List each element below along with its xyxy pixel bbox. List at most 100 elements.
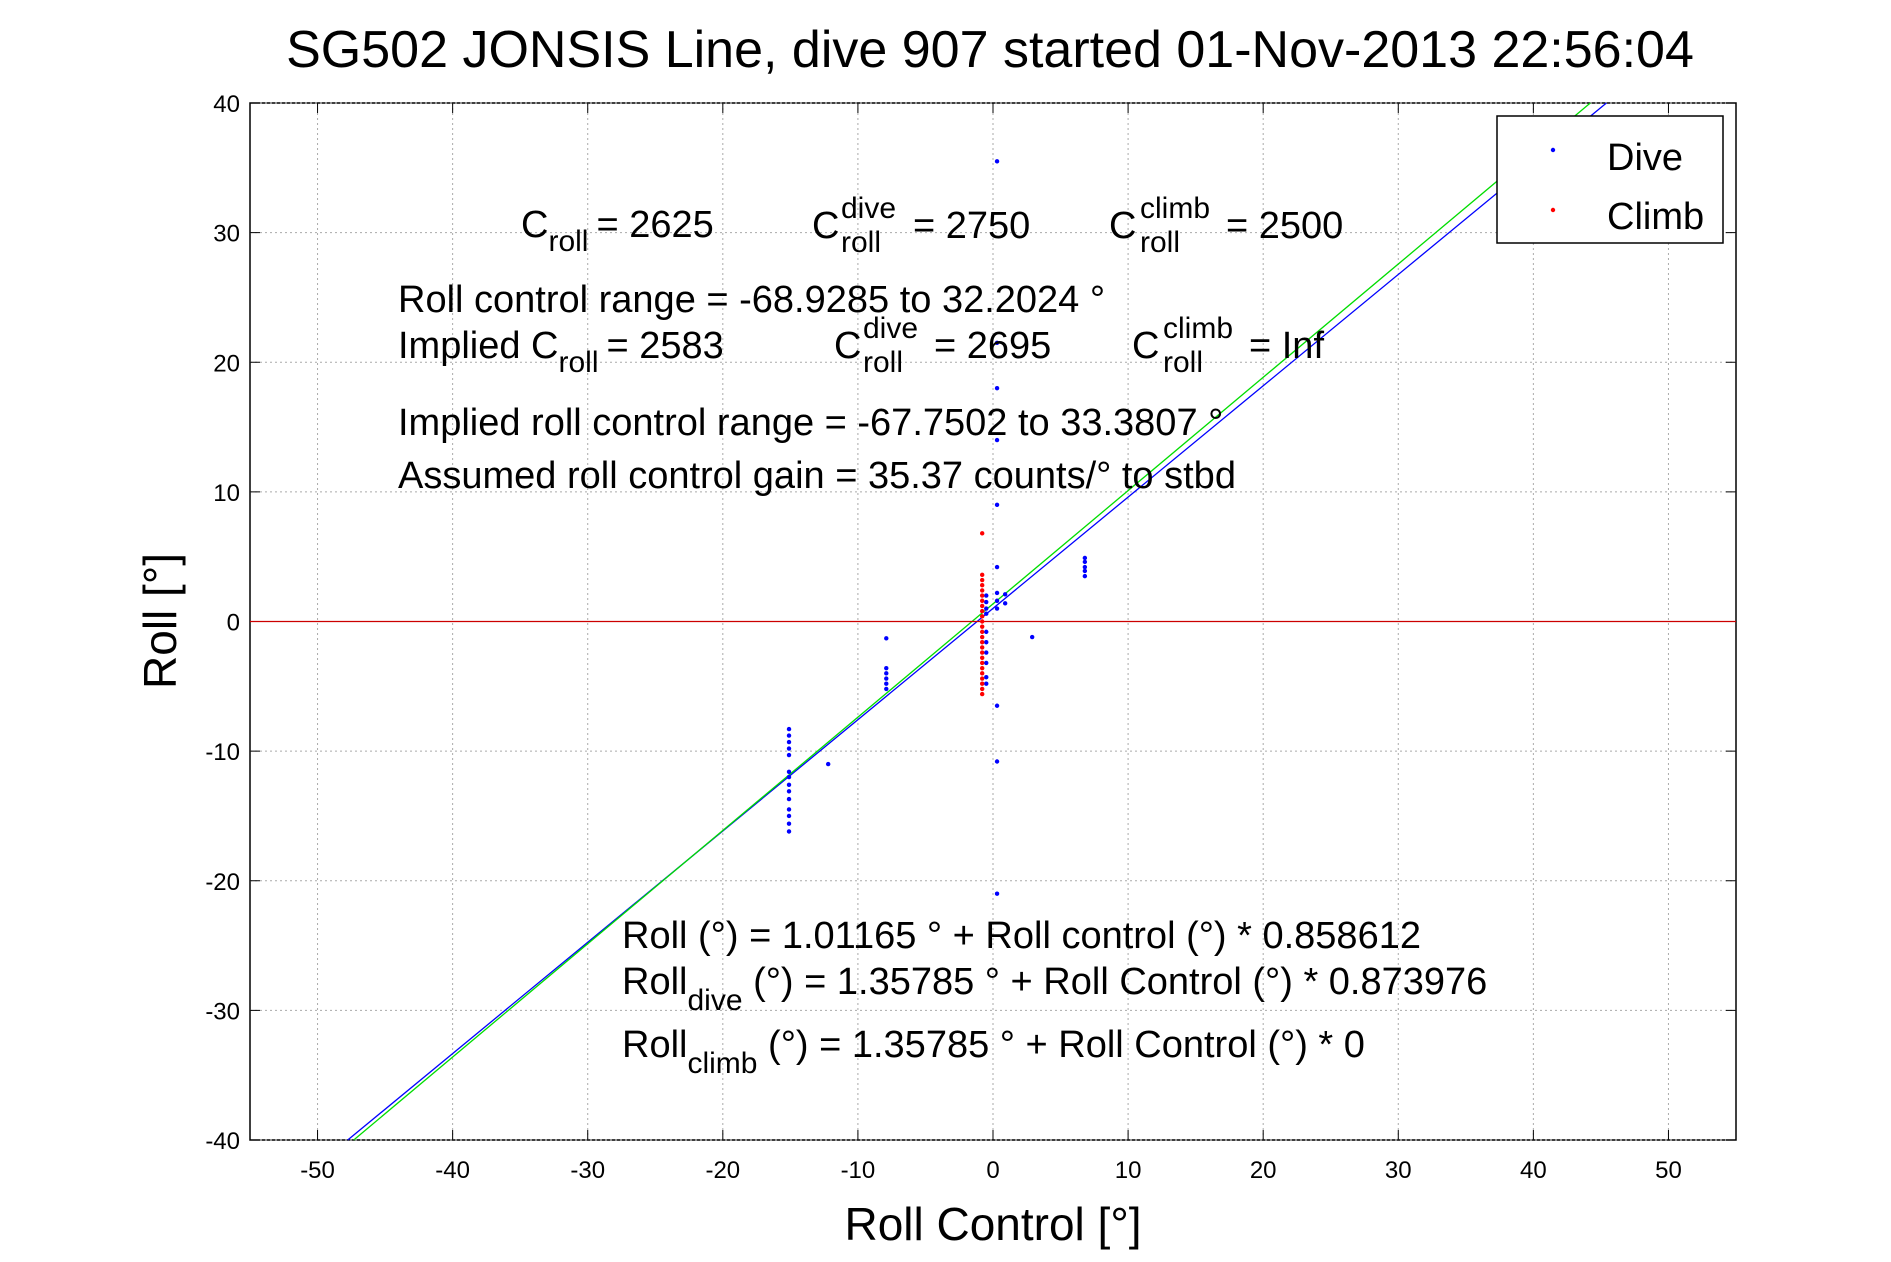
- dive-point: [994, 340, 1000, 346]
- dive-point: [984, 640, 989, 645]
- legend-box: [1496, 115, 1724, 244]
- dive-point: [994, 606, 1000, 611]
- dive-point: [884, 676, 889, 681]
- c-roll-dive-value: = 2750: [913, 205, 1030, 247]
- dive-point: [1082, 573, 1088, 579]
- implied-c-roll-dive-annotation: C roll dive = 2695: [834, 312, 1051, 379]
- x-tick-label: -30: [570, 1157, 605, 1184]
- climb-point: [979, 588, 985, 593]
- x-tick-label: -40: [435, 1157, 470, 1184]
- dive-point: [786, 746, 792, 751]
- dive-point: [994, 502, 1000, 508]
- climb-point: [979, 634, 985, 640]
- roll-control-range-text: Roll control range = -68.9285 to 32.2024…: [398, 279, 1105, 321]
- dive-point: [1082, 559, 1088, 565]
- dive-point: [786, 774, 792, 780]
- dive-point: [984, 675, 989, 680]
- data-points: [786, 159, 1088, 896]
- dive-point: [984, 660, 989, 666]
- climb-point: [979, 640, 985, 645]
- dive-point: [786, 739, 792, 745]
- c-roll-climb-sup: climb: [1140, 192, 1210, 225]
- climb-point: [979, 598, 985, 603]
- y-axis-label: Roll [°]: [134, 553, 186, 689]
- climb-point: [979, 681, 985, 686]
- climb-point: [979, 614, 985, 619]
- dive-point: [984, 606, 989, 611]
- implied-c-roll-text: Implied Croll = 2583: [398, 325, 724, 379]
- x-tick-label: 30: [1385, 1157, 1412, 1184]
- implied-range-text: Implied roll control range = -67.7502 to…: [398, 402, 1223, 444]
- implied-c-roll-climb-base: C: [1132, 325, 1159, 367]
- dive-point: [786, 726, 792, 732]
- dive-point: [1002, 601, 1008, 606]
- dive-point: [884, 681, 889, 686]
- implied-c-roll-climb-value: = Inf: [1249, 325, 1324, 367]
- implied-c-roll-climb-annotation: C roll climb = Inf: [1132, 312, 1324, 379]
- implied-c-roll-climb-sup: climb: [1163, 312, 1233, 345]
- dive-point: [786, 821, 792, 826]
- dive-point: [994, 385, 1000, 391]
- climb-point: [979, 665, 985, 671]
- x-tick-label: 20: [1250, 1157, 1277, 1184]
- x-tick-label: -10: [841, 1157, 876, 1184]
- dive-point: [994, 703, 1000, 708]
- x-tick-label: -50: [300, 1157, 335, 1184]
- climb-point: [979, 691, 985, 697]
- dive-point: [825, 761, 831, 767]
- y-tick-label: 10: [213, 480, 240, 507]
- dive-point: [786, 829, 792, 834]
- climb-point: [979, 572, 985, 578]
- climb-point: [979, 577, 985, 583]
- climb-point: [979, 650, 985, 655]
- climb-point: [979, 583, 985, 588]
- fit-all-text: Roll (°) = 1.01165 ° + Roll control (°) …: [622, 915, 1421, 957]
- legend-climb-marker: [1550, 207, 1556, 213]
- c-roll-climb-value: = 2500: [1226, 205, 1343, 247]
- climb-point: [979, 624, 985, 629]
- dive-point: [994, 759, 1000, 764]
- fit-dive-text: Rolldive (°) = 1.35785 ° + Roll Control …: [622, 961, 1487, 1017]
- dive-point: [984, 681, 989, 686]
- dive-point: [786, 752, 792, 758]
- climb-point: [979, 608, 985, 614]
- c-roll-climb-sub: roll: [1140, 226, 1180, 259]
- legend-climb-label: Climb: [1607, 196, 1704, 238]
- fit-climb-text: Rollclimb (°) = 1.35785 ° + Roll Control…: [622, 1024, 1365, 1080]
- climb-point: [979, 629, 985, 635]
- dive-point: [994, 159, 1000, 164]
- y-tick-label: -40: [205, 1128, 240, 1155]
- dive-point: [984, 611, 989, 616]
- climb-point: [979, 671, 985, 676]
- dive-point: [884, 636, 889, 641]
- implied-c-roll-climb-sub: roll: [1163, 346, 1203, 379]
- y-tick-label: -20: [205, 869, 240, 896]
- climb-point: [979, 655, 985, 660]
- dive-point: [884, 686, 889, 692]
- dive-point: [984, 650, 989, 655]
- dive-point: [1082, 555, 1088, 561]
- dive-point: [994, 437, 1000, 443]
- dive-point: [884, 671, 889, 676]
- dive-point: [786, 796, 792, 802]
- dive-point: [786, 807, 792, 812]
- climb-point: [979, 660, 985, 666]
- climb-point: [979, 686, 985, 692]
- chart-title: SG502 JONSIS Line, dive 907 started 01-N…: [286, 21, 1694, 79]
- implied-c-roll-dive-value: = 2695: [934, 325, 1051, 367]
- c-roll-annotation: Croll = 2625: [521, 204, 714, 258]
- x-tick-labels: -50 -40 -30 -20 -10 0 10 20 30 40 50: [300, 1157, 1682, 1184]
- implied-c-roll-dive-sup: dive: [863, 312, 918, 345]
- climb-point: [979, 619, 985, 624]
- x-tick-label: 0: [986, 1157, 999, 1184]
- dive-point: [984, 599, 989, 605]
- dive-point: [1029, 634, 1035, 640]
- y-tick-label: 30: [213, 221, 240, 248]
- x-tick-label: 10: [1115, 1157, 1142, 1184]
- y-tick-label: 40: [213, 91, 240, 118]
- dive-point: [984, 593, 989, 598]
- x-axis-label: Roll Control [°]: [844, 1198, 1141, 1250]
- assumed-gain-text: Assumed roll control gain = 35.37 counts…: [398, 455, 1236, 497]
- y-tick-label: -10: [205, 739, 240, 766]
